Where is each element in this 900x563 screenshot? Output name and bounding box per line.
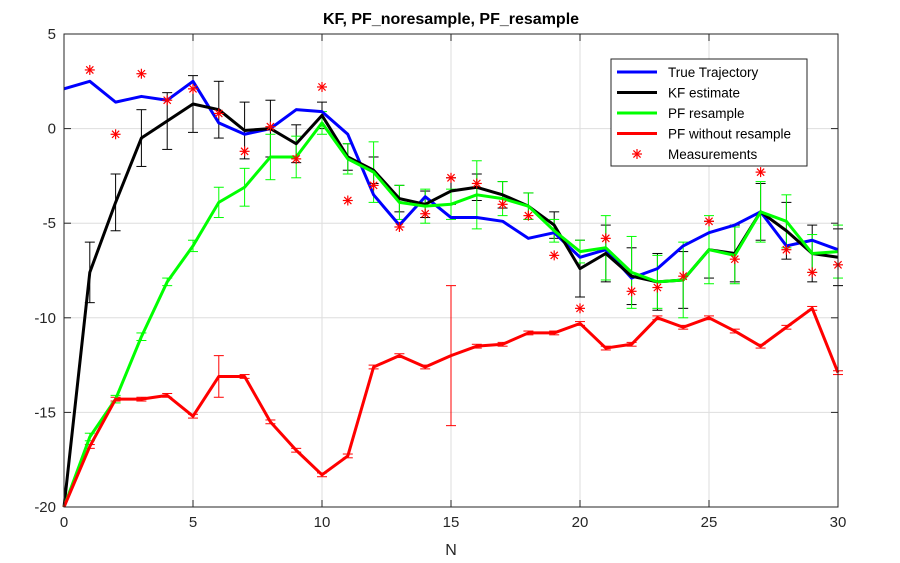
marker-stroke bbox=[704, 217, 714, 226]
measurement-point bbox=[755, 167, 766, 178]
marker-stroke bbox=[601, 234, 610, 243]
axis-ticks: 0 5 10 15 20 25 30 -20 -15 -10 -5 0 5 bbox=[34, 26, 846, 531]
y-tick-label: 0 bbox=[48, 121, 56, 138]
marker-stroke bbox=[214, 109, 223, 118]
measurement-point bbox=[652, 282, 663, 293]
legend-label: True Trajectory bbox=[668, 65, 759, 80]
marker-stroke bbox=[240, 147, 249, 156]
measurement-markers bbox=[84, 64, 843, 314]
pf-without-resample-line bbox=[62, 306, 840, 508]
marker-stroke bbox=[498, 200, 507, 209]
marker-stroke bbox=[137, 69, 146, 78]
measurement-point bbox=[136, 68, 147, 79]
x-tick-label: 15 bbox=[443, 514, 460, 531]
marker-stroke bbox=[421, 209, 430, 218]
legend-item: True Trajectory bbox=[617, 65, 759, 80]
legend-item: PF without resample bbox=[617, 127, 791, 142]
measurement-point bbox=[575, 303, 585, 314]
measurement-point bbox=[678, 271, 689, 282]
measurement-point bbox=[394, 221, 405, 232]
measurement-point bbox=[471, 178, 482, 189]
measurement-point bbox=[523, 210, 534, 221]
marker-stroke bbox=[292, 154, 301, 163]
marker-stroke bbox=[395, 222, 404, 232]
legend-item: KF estimate bbox=[617, 86, 740, 101]
measurement-point bbox=[265, 121, 276, 132]
measurement-point bbox=[781, 244, 792, 255]
x-tick-label: 30 bbox=[830, 514, 847, 531]
marker-stroke bbox=[163, 96, 172, 105]
y-tick-label: 5 bbox=[48, 26, 56, 43]
pf-resample-line bbox=[62, 121, 839, 508]
true-trajectory-line bbox=[63, 79, 839, 280]
marker-stroke bbox=[369, 181, 378, 190]
measurement-point bbox=[291, 153, 302, 164]
marker-stroke bbox=[575, 304, 585, 313]
marker-stroke bbox=[730, 255, 739, 264]
legend-item: Measurements bbox=[632, 147, 758, 162]
measurement-point bbox=[600, 233, 611, 244]
measurement-point bbox=[239, 146, 250, 157]
y-tick-label: -15 bbox=[34, 404, 56, 421]
measurement-point bbox=[213, 108, 224, 119]
legend-label: PF without resample bbox=[668, 127, 791, 142]
measurement-point bbox=[368, 180, 379, 191]
x-tick-label: 0 bbox=[60, 514, 68, 531]
marker-stroke bbox=[627, 287, 636, 296]
marker-stroke bbox=[111, 130, 120, 139]
measurement-point bbox=[549, 250, 560, 261]
x-tick-label: 10 bbox=[314, 514, 331, 531]
marker-stroke bbox=[317, 82, 327, 92]
series-lines bbox=[62, 79, 840, 508]
marker-stroke bbox=[808, 268, 817, 277]
measurement-point bbox=[317, 81, 327, 92]
y-tick-label: -20 bbox=[34, 499, 56, 516]
measurement-point bbox=[704, 216, 714, 227]
x-axis-label: N bbox=[445, 542, 457, 559]
marker-stroke bbox=[653, 283, 662, 292]
measurement-point bbox=[807, 267, 818, 278]
measurement-point bbox=[188, 83, 198, 94]
marker-stroke bbox=[85, 65, 94, 74]
measurement-point bbox=[84, 64, 95, 75]
legend-swatch bbox=[632, 149, 642, 159]
legend-label: Measurements bbox=[668, 147, 758, 162]
chart-title: KF, PF_noresample, PF_resample bbox=[323, 11, 579, 28]
measurement-point bbox=[162, 95, 173, 106]
marker-stroke bbox=[446, 173, 456, 182]
measurement-point bbox=[497, 199, 508, 210]
marker-stroke bbox=[632, 149, 642, 159]
measurement-point bbox=[626, 286, 637, 297]
x-tick-label: 25 bbox=[701, 514, 718, 531]
y-tick-label: -5 bbox=[43, 215, 56, 232]
measurement-point bbox=[446, 172, 456, 183]
marker-stroke bbox=[756, 168, 765, 177]
legend: True Trajectory KF estimate PF resample PF … bbox=[610, 58, 808, 167]
marker-stroke bbox=[679, 272, 688, 281]
legend-item: PF resample bbox=[617, 106, 745, 121]
measurement-point bbox=[342, 195, 353, 206]
legend-label: PF resample bbox=[668, 106, 745, 121]
marker-stroke bbox=[188, 84, 198, 93]
y-tick-label: -10 bbox=[34, 310, 56, 327]
legend-label: KF estimate bbox=[668, 86, 740, 101]
x-tick-label: 20 bbox=[572, 514, 589, 531]
measurement-point bbox=[420, 208, 431, 219]
marker-stroke bbox=[266, 122, 275, 131]
measurement-point bbox=[729, 254, 740, 265]
marker-stroke bbox=[550, 251, 559, 260]
measurement-point bbox=[110, 129, 121, 140]
x-tick-label: 5 bbox=[189, 514, 197, 531]
marker-stroke bbox=[343, 196, 352, 205]
marker-stroke bbox=[782, 245, 791, 254]
marker-stroke bbox=[472, 179, 481, 188]
marker-stroke bbox=[524, 211, 533, 220]
